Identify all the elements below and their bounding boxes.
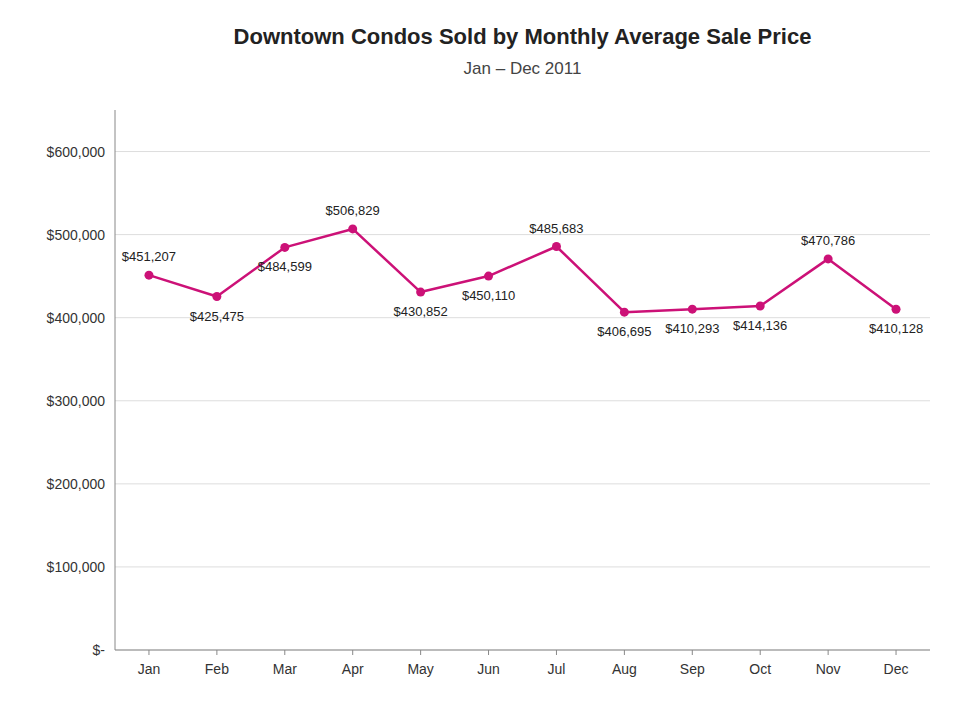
subtitle: Jan – Dec 2011: [464, 59, 582, 78]
y-tick-label: $100,000: [47, 559, 106, 575]
point: [552, 242, 561, 251]
point: [688, 305, 697, 314]
x-tick-label: Mar: [273, 661, 297, 677]
x-tick-label: Sep: [680, 661, 705, 677]
y-tick-label: $600,000: [47, 144, 106, 160]
data-label: $484,599: [258, 259, 312, 274]
x-tick: [488, 650, 489, 655]
x-tick-label: Jan: [138, 661, 161, 677]
x-tick-label: Jul: [548, 661, 566, 677]
x-tick-label: May: [407, 661, 433, 677]
title: Downtown Condos Sold by Monthly Average …: [234, 24, 812, 49]
data-label: $406,695: [597, 324, 651, 339]
point: [144, 271, 153, 280]
point: [212, 292, 221, 301]
point: [280, 243, 289, 252]
plot-area: [144, 224, 900, 316]
data-label: $414,136: [733, 318, 787, 333]
grid-line: [115, 151, 930, 152]
x-tick-label: Oct: [749, 661, 771, 677]
y-tick-label: $-: [93, 642, 106, 658]
x-tick-label: Aug: [612, 661, 637, 677]
x-tick: [896, 650, 897, 655]
grid-line: [115, 483, 930, 484]
x-tick: [352, 650, 353, 655]
y-axis-line: [115, 110, 116, 650]
x-tick: [760, 650, 761, 655]
x-axis-line: [115, 650, 930, 651]
data-label: $410,293: [665, 321, 719, 336]
point: [756, 301, 765, 310]
x-tick: [420, 650, 421, 655]
x-tick-label: Jun: [477, 661, 500, 677]
point: [892, 305, 901, 314]
point: [824, 254, 833, 263]
data-label: $430,852: [394, 304, 448, 319]
data-label: $485,683: [529, 221, 583, 236]
data-label: $470,786: [801, 233, 855, 248]
data-label: $451,207: [122, 249, 176, 264]
x-tick: [216, 650, 217, 655]
y-tick-label: $300,000: [47, 393, 106, 409]
x-tick: [148, 650, 149, 655]
x-tick: [624, 650, 625, 655]
point: [416, 288, 425, 297]
x-tick-label: Dec: [884, 661, 909, 677]
y-tick-label: $400,000: [47, 310, 106, 326]
data-label: $410,128: [869, 321, 923, 336]
point: [348, 224, 357, 233]
x-tick-label: Feb: [205, 661, 229, 677]
y-tick-label: $500,000: [47, 227, 106, 243]
x-tick-label: Nov: [816, 661, 841, 677]
data-label: $450,110: [462, 288, 515, 303]
data-labels: $451,207 $425,475 $484,599 $506,829 $430,852…: [122, 203, 923, 339]
x-tick: [556, 650, 557, 655]
chart-container: Downtown Condos Sold by Monthly Average …: [0, 0, 960, 720]
data-label: $425,475: [190, 309, 244, 324]
y-axis: $- $100,000 $200,000 $300,000 $400,000 $500,0…: [47, 110, 930, 658]
x-tick-label: Apr: [342, 661, 364, 677]
grid-line: [115, 566, 930, 567]
x-axis: Jan Feb Mar Apr May Jun Jul Aug Sep Oct Nov Dec: [138, 650, 909, 677]
x-tick: [828, 650, 829, 655]
point: [620, 308, 629, 317]
x-tick: [284, 650, 285, 655]
grid-line: [115, 650, 930, 651]
grid-line: [115, 400, 930, 401]
data-label: $506,829: [326, 203, 380, 218]
chart-svg: Downtown Condos Sold by Monthly Average …: [0, 0, 960, 720]
x-tick: [692, 650, 693, 655]
line: [149, 229, 896, 312]
point: [484, 272, 493, 281]
y-tick-label: $200,000: [47, 476, 106, 492]
